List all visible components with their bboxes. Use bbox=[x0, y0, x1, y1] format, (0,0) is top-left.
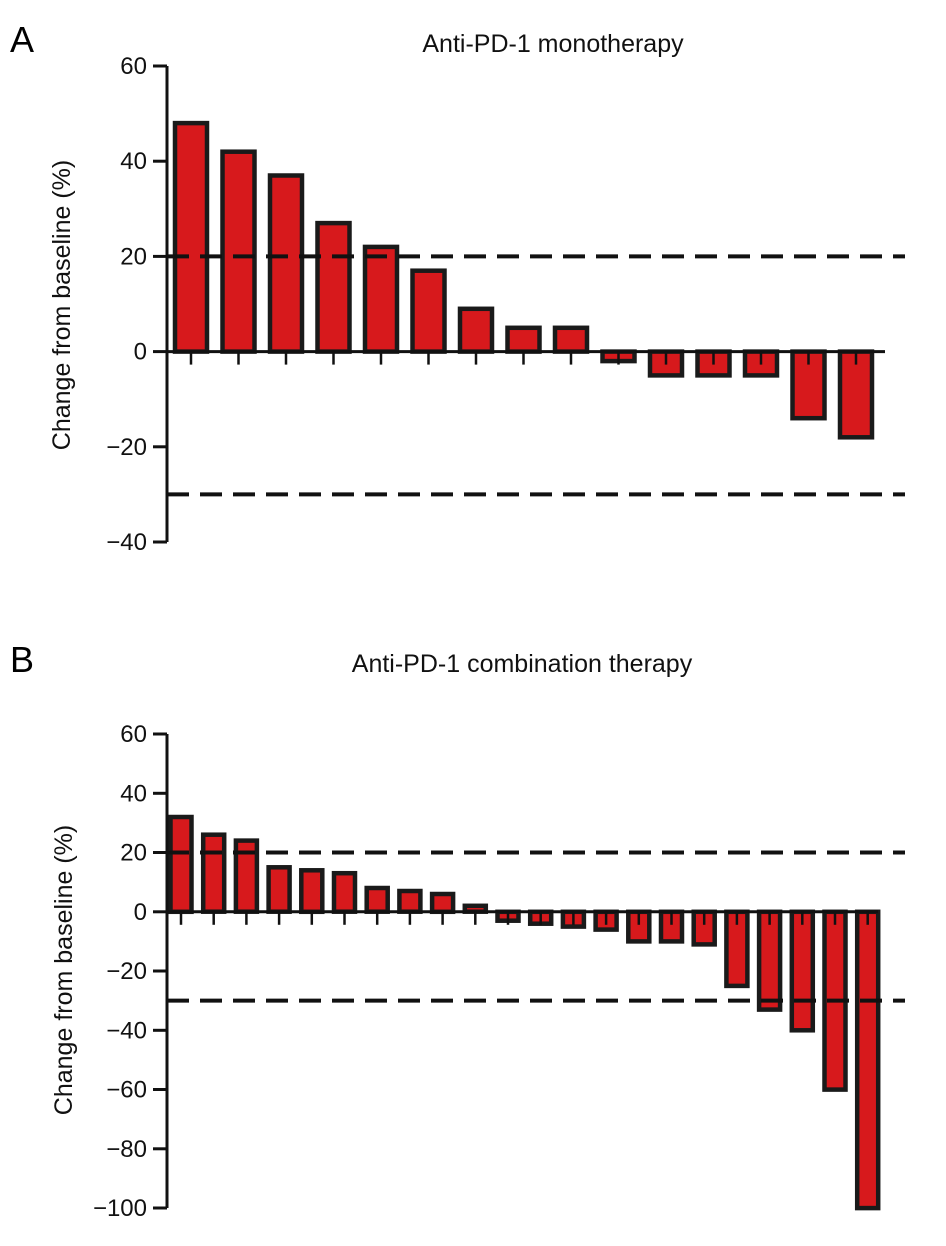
panel-a-bar bbox=[267, 173, 305, 354]
panel-letter-a: A bbox=[10, 19, 34, 60]
panel-a-bar bbox=[172, 120, 210, 354]
panel-b-bar bbox=[397, 888, 423, 914]
panel-a-title: Anti-PD-1 monotherapy bbox=[422, 30, 684, 58]
panel-b-y-tick-label: −60 bbox=[106, 1077, 147, 1104]
panel-b-title: Anti-PD-1 combination therapy bbox=[352, 650, 693, 678]
panel-a-y-tick-label: −40 bbox=[106, 529, 147, 556]
panel-b-bar bbox=[168, 814, 194, 915]
panel-a-bar bbox=[837, 349, 875, 440]
panel-b-bar bbox=[299, 868, 325, 915]
panel-letter-b: B bbox=[10, 639, 34, 680]
panel-a-y-tick-label: 20 bbox=[120, 243, 147, 270]
panel-a: A Anti-PD-1 monotherapy Change from base… bbox=[10, 19, 905, 556]
panel-a-bar bbox=[410, 268, 447, 354]
panel-b-bar bbox=[789, 909, 816, 1033]
panel-a-y-tick-label: 40 bbox=[120, 148, 147, 175]
panel-b-y-tick-label: −40 bbox=[106, 1017, 147, 1044]
panel-b-bar bbox=[364, 885, 390, 914]
panel-a-bar bbox=[505, 325, 542, 354]
panel-a-bar bbox=[552, 325, 590, 354]
panel-b-y-tick-label: 0 bbox=[134, 899, 147, 926]
panel-b-ylabel: Change from baseline (%) bbox=[50, 825, 78, 1115]
panel-a-y-tick-label: 0 bbox=[134, 339, 147, 366]
panel-b-bar bbox=[756, 909, 783, 1012]
panel-a-y-tick-label: −20 bbox=[106, 434, 147, 461]
panel-b-y-tick-label: 40 bbox=[120, 780, 147, 807]
panel-a-y-tick-label: 60 bbox=[120, 53, 147, 80]
panel-b-bar bbox=[331, 870, 358, 914]
panel-b-y-tick-label: −20 bbox=[106, 958, 147, 985]
panel-b-bar bbox=[266, 865, 292, 914]
panel-b-y-tick-label: 60 bbox=[120, 721, 147, 748]
panel-b-bar bbox=[200, 832, 227, 914]
panel-a-ylabel: Change from baseline (%) bbox=[48, 160, 76, 450]
panel-b-y-tick-label: −80 bbox=[106, 1136, 147, 1163]
panel-b-bar bbox=[429, 891, 456, 915]
panel-a-bar bbox=[457, 306, 495, 354]
panel-b: B Anti-PD-1 combination therapy Change f… bbox=[10, 639, 905, 1222]
panel-b-bar bbox=[854, 909, 881, 1211]
panel-a-bar bbox=[315, 220, 352, 354]
panel-b-y-tick-label: −100 bbox=[93, 1195, 147, 1222]
panel-b-y-tick-label: 20 bbox=[120, 840, 147, 867]
panel-a-bar bbox=[362, 244, 400, 354]
panel-a-bar bbox=[220, 149, 257, 354]
